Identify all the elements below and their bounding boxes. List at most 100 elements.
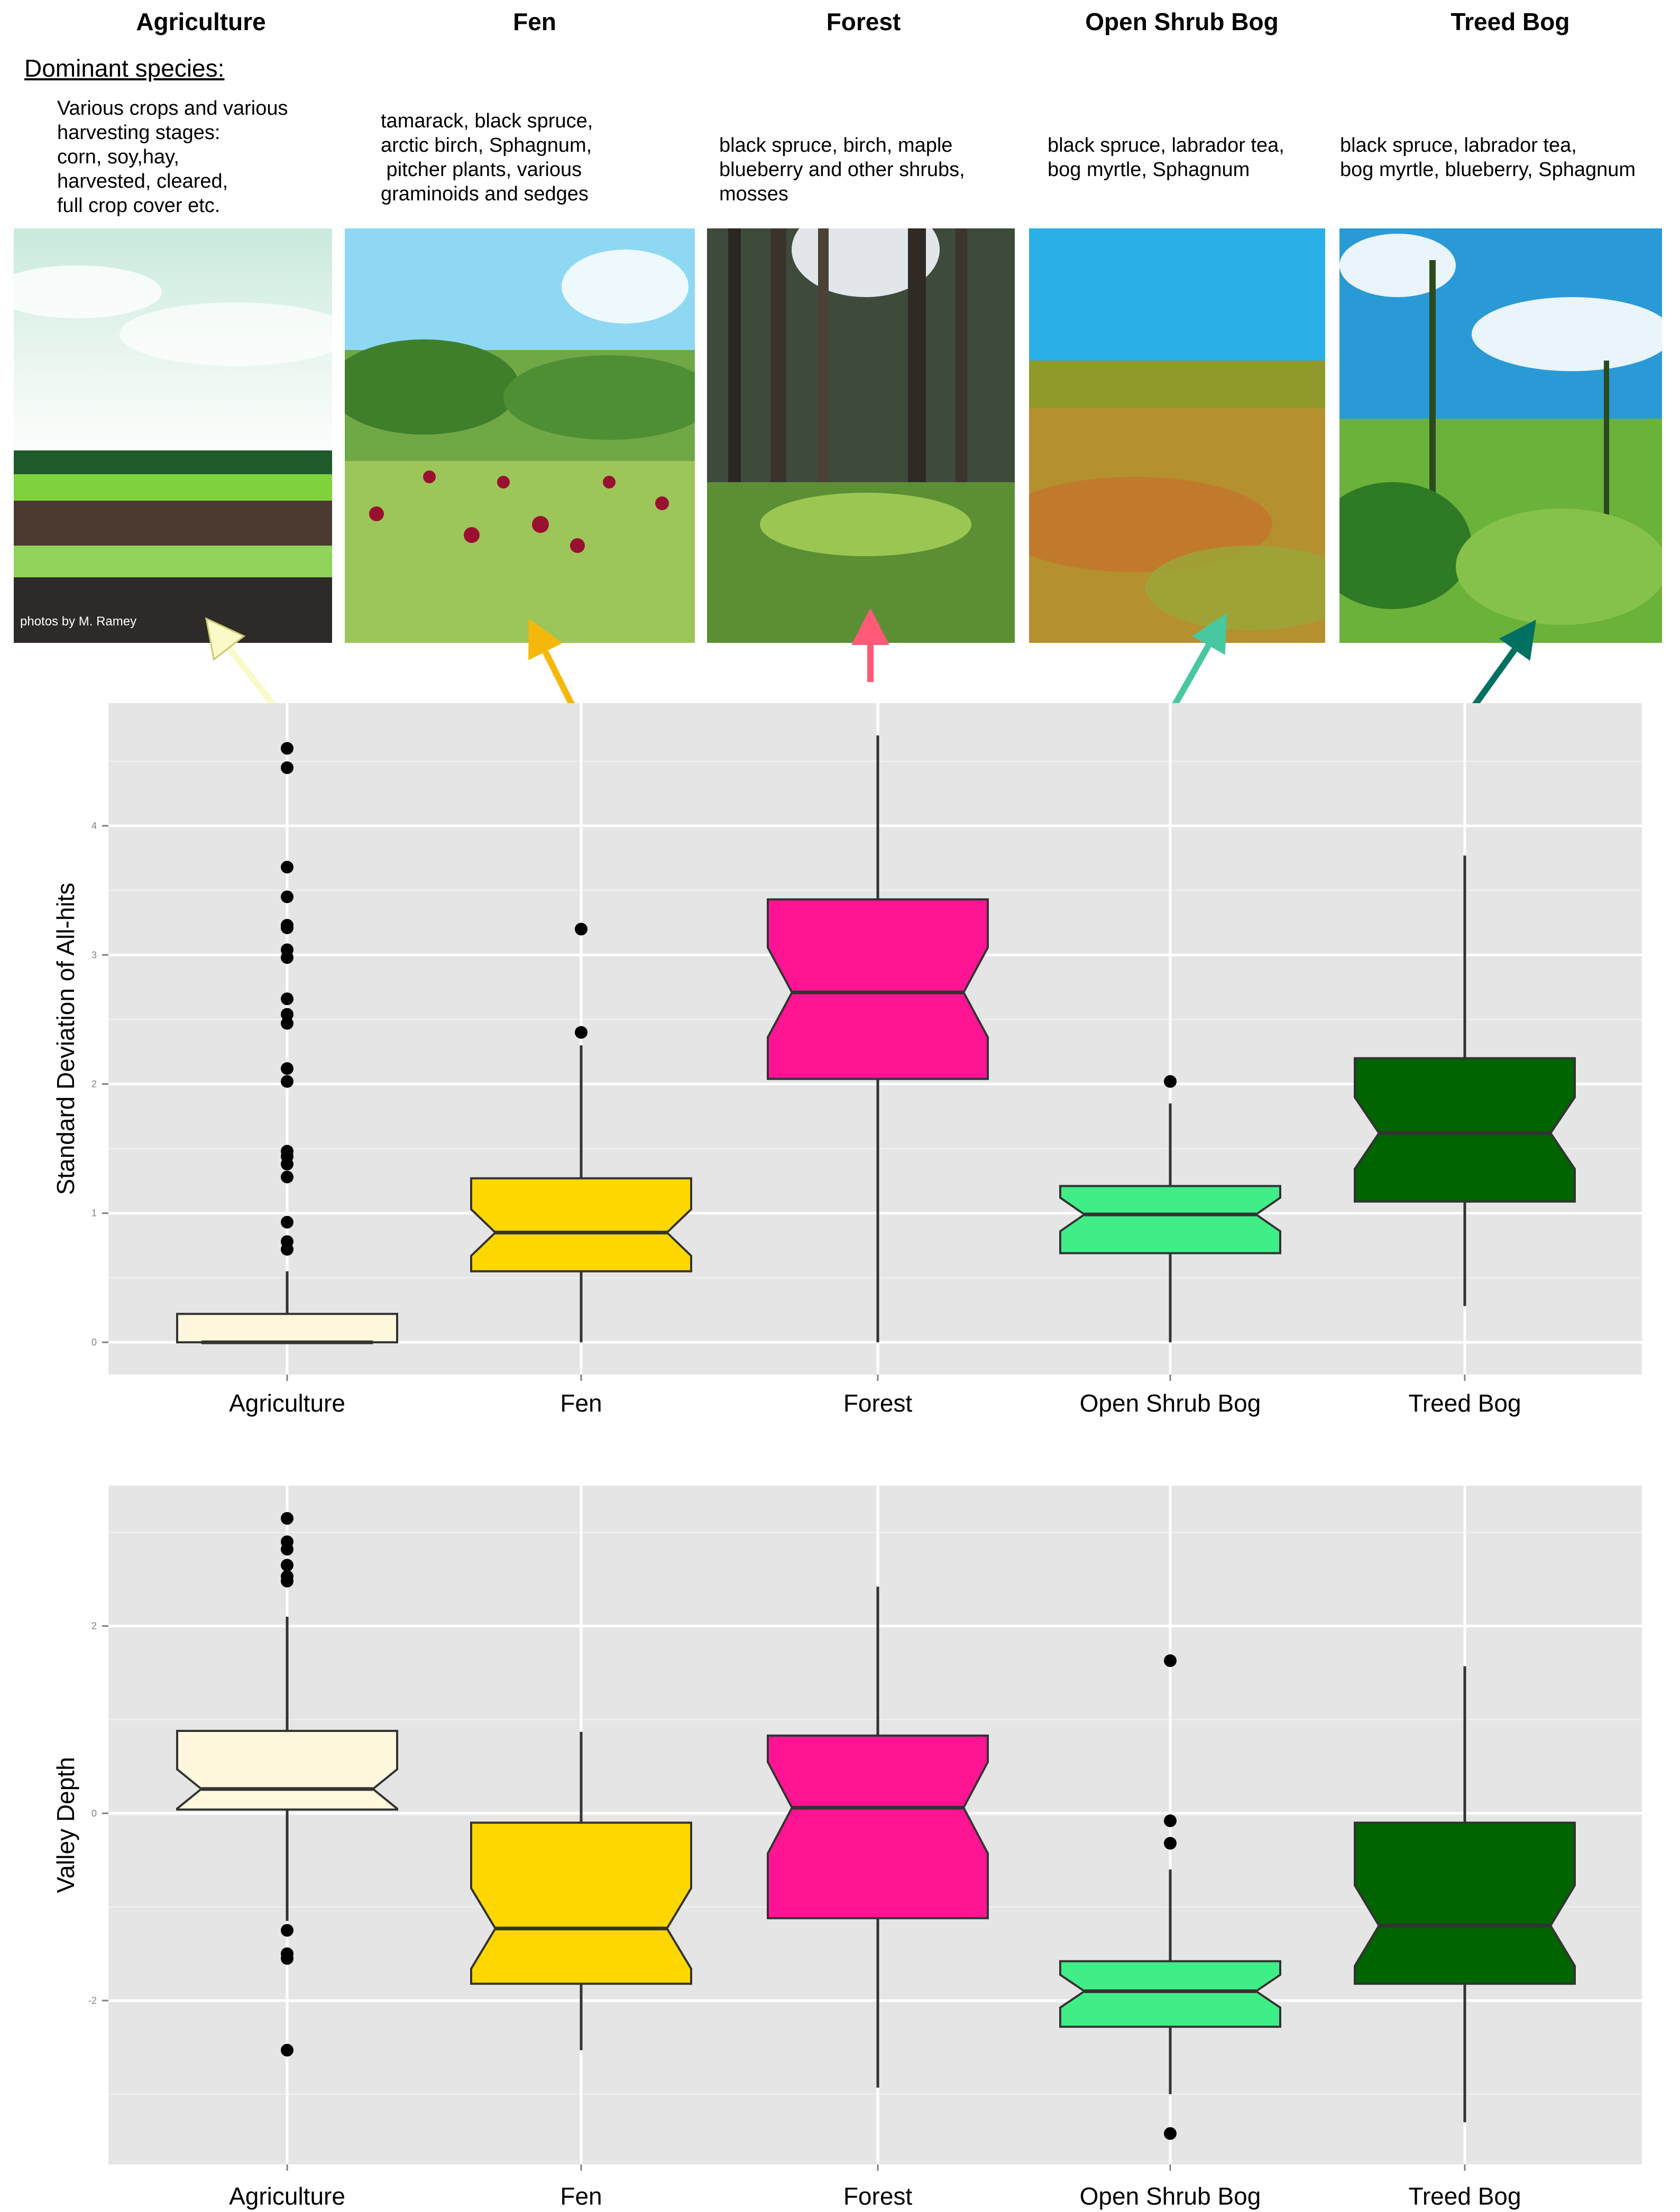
outlier-point <box>281 1008 293 1021</box>
x-tick-label-fen: Fen <box>560 2182 602 2210</box>
box-forest <box>767 1587 989 2088</box>
arrow-shaft <box>1171 643 1211 708</box>
y-tick-label: 2 <box>91 1079 97 1089</box>
outlier-point <box>281 1570 293 1583</box>
y-axis-label: Standard Deviation of All-hits <box>52 883 79 1195</box>
box-body <box>1059 1185 1281 1255</box>
box-body <box>176 1313 398 1343</box>
box-body <box>767 898 989 1080</box>
box-open-shrub-bog <box>1059 1654 1281 2140</box>
outlier-point <box>281 1075 293 1088</box>
arrow-open-shrub-bog <box>1171 613 1227 708</box>
outlier-point <box>281 1924 293 1937</box>
outlier-point <box>281 1215 293 1229</box>
outlier-point <box>281 919 293 932</box>
outlier-point <box>281 1145 293 1158</box>
outlier-point <box>1164 1814 1177 1828</box>
outlier-point <box>1164 1837 1177 1850</box>
valley-depth-boxplot: -2 0 2 Valley Depth Agriculture Fen Forest Open… <box>52 1486 1642 2210</box>
forest-photo <box>707 228 1015 643</box>
arrow-shaft <box>1467 648 1518 714</box>
box-body <box>470 1821 692 1985</box>
x-tick-label-treed-bog: Treed Bog <box>1408 2182 1521 2210</box>
outlier-point <box>281 1511 293 1525</box>
outlier-point <box>281 1235 293 1248</box>
outlier-point <box>281 1952 293 1965</box>
fen-photo <box>345 228 695 643</box>
outlier-point <box>281 890 293 904</box>
box-body <box>767 1734 989 1920</box>
arrows-layer <box>205 608 1536 714</box>
class-title-fen: Fen <box>513 8 556 35</box>
species-fen: tamarack, black spruce, arctic birch, Sp… <box>381 110 593 205</box>
outlier-point <box>1164 2127 1177 2140</box>
outlier-point <box>1164 1075 1177 1088</box>
x-tick-label-forest: Forest <box>843 1389 913 1417</box>
class-title-treed-bog: Treed Bog <box>1451 8 1570 35</box>
outlier-point <box>281 742 293 755</box>
class-title-open-shrub-bog: Open Shrub Bog <box>1085 8 1279 35</box>
y-tick-label: 0 <box>91 1808 97 1819</box>
box-body <box>1059 1960 1281 2028</box>
outlier-point <box>281 943 293 956</box>
class-title-forest: Forest <box>826 8 901 35</box>
species-agriculture: Various crops and various harvesting sta… <box>57 97 288 217</box>
outlier-point <box>281 1170 293 1184</box>
outlier-point <box>281 992 293 1006</box>
arrow-treed-bog <box>1467 620 1536 714</box>
arrow-head <box>528 619 563 660</box>
treed-bog-photo <box>1339 228 1662 643</box>
sd-all-hits-boxplot: 0 1 2 3 4 Standard Deviation of All-hits Agric… <box>52 703 1642 1417</box>
box-body <box>1354 1821 1576 1985</box>
arrow-head <box>1192 613 1227 655</box>
box-agriculture <box>176 1511 398 2057</box>
x-tick-label-agriculture: Agriculture <box>229 2182 345 2210</box>
x-tick-label-open-shrub-bog: Open Shrub Bog <box>1080 2182 1261 2210</box>
box-treed-bog <box>1354 1666 1576 2123</box>
outlier-point <box>281 1017 293 1030</box>
x-tick-label-open-shrub-bog: Open Shrub Bog <box>1080 1389 1261 1417</box>
species-open-shrub-bog: black spruce, labrador tea, bog myrtle, … <box>1048 134 1284 181</box>
arrow-shaft <box>542 650 579 713</box>
y-tick-label: 3 <box>91 950 97 960</box>
outlier-point <box>1164 1654 1177 1667</box>
x-tick-label-fen: Fen <box>560 1389 602 1417</box>
box-body <box>470 1177 692 1273</box>
y-axis-label: Valley Depth <box>52 1757 79 1893</box>
box-forest <box>767 735 989 1342</box>
y-tick-label: 4 <box>91 821 97 831</box>
box-open-shrub-bog <box>1059 1075 1281 1342</box>
open-shrub-bog-photo <box>1029 228 1325 643</box>
outlier-point <box>575 1026 587 1039</box>
box-treed-bog <box>1354 855 1576 1306</box>
outlier-point <box>281 1559 293 1572</box>
box-body <box>176 1730 398 1811</box>
arrow-fen <box>528 619 579 713</box>
outlier-point <box>281 861 293 874</box>
arrow-head <box>205 617 246 661</box>
y-tick-label: 0 <box>91 1337 97 1348</box>
arrow-head <box>851 608 889 645</box>
agriculture-photo: photos by M. Ramey <box>14 228 332 643</box>
arrow-shaft <box>226 646 279 711</box>
x-tick-label-treed-bog: Treed Bog <box>1408 1389 1521 1417</box>
y-tick-label: -2 <box>88 1995 97 2006</box>
y-tick-label: 2 <box>91 1621 97 1632</box>
outlier-point <box>575 923 587 936</box>
outlier-point <box>281 1062 293 1075</box>
box-fen <box>470 923 692 1342</box>
x-tick-label-forest: Forest <box>843 2182 913 2210</box>
x-tick-label-agriculture: Agriculture <box>229 1389 345 1417</box>
species-forest: black spruce, birch, maple blueberry and… <box>719 134 965 205</box>
outlier-point <box>281 761 293 775</box>
outlier-point <box>281 2043 293 2057</box>
arrow-head <box>1499 620 1536 661</box>
arrow-forest <box>851 608 889 682</box>
arrow-agriculture <box>205 617 279 711</box>
box-fen <box>470 1731 692 2050</box>
species-treed-bog: black spruce, labrador tea, bog myrtle, … <box>1340 134 1636 181</box>
dominant-species-label: Dominant species: <box>24 54 225 82</box>
box-agriculture <box>176 742 398 1344</box>
outlier-point <box>281 1535 293 1549</box>
photo-credit: photos by M. Ramey <box>20 614 137 629</box>
